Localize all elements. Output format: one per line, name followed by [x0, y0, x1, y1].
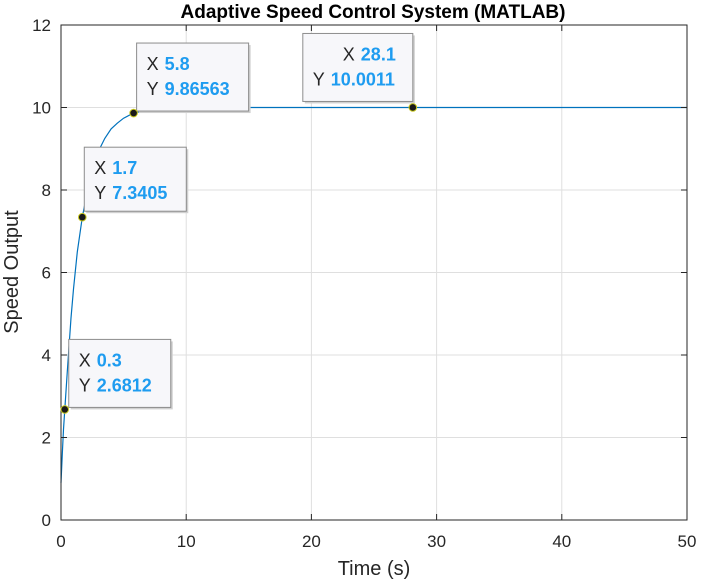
datatip-y-key: Y	[79, 375, 91, 395]
datatip-y-value: 9.86563	[165, 79, 230, 99]
x-tick-label: 50	[678, 532, 697, 551]
axis-ticks: 0 10 20 30 40 50 0 2 4 6 8 10 12	[32, 16, 696, 551]
datatip-marker[interactable]	[129, 108, 138, 118]
x-tick-label: 0	[56, 532, 65, 551]
y-tick-label: 8	[42, 181, 51, 200]
chart-title: Adaptive Speed Control System (MATLAB)	[181, 2, 566, 23]
datatip-x-value: 5.8	[165, 54, 190, 74]
datatip-y-key: Y	[313, 69, 325, 89]
x-tick-label: 10	[177, 532, 196, 551]
y-tick-label: 6	[42, 264, 51, 283]
datatip-y-key: Y	[147, 79, 159, 99]
datatip-box	[136, 42, 250, 112]
datatip-x-key: X	[147, 54, 159, 74]
y-tick-label: 12	[32, 16, 51, 35]
y-tick-label: 2	[42, 429, 51, 448]
datatip[interactable]: X 5.8 Y 9.86563	[129, 42, 251, 118]
y-axis-label: Speed Output	[1, 210, 23, 334]
datatip-x-value: 1.7	[112, 158, 137, 178]
datatip-marker[interactable]	[60, 405, 70, 414]
datatip-box	[302, 32, 414, 102]
datatip-box	[83, 146, 187, 212]
x-tick-label: 30	[427, 532, 446, 551]
datatip-y-value: 7.3405	[112, 183, 167, 203]
datatip-x-value: 0.3	[97, 350, 122, 370]
datatip-y-value: 2.6812	[97, 375, 152, 395]
datatip-x-key: X	[343, 44, 355, 64]
datatip-x-key: X	[79, 350, 91, 370]
datatip[interactable]: X 1.7 Y 7.3405	[77, 146, 189, 222]
x-tick-label: 40	[552, 532, 571, 551]
datatip-x-value: 28.1	[361, 44, 396, 64]
datatips-layer: X 0.3 Y 2.6812 X 1.7 Y 7.3405 X 5.8 Y 9.86563 X 28.1 Y…	[60, 32, 418, 414]
datatip[interactable]: X 0.3 Y 2.6812	[60, 338, 173, 414]
datatip-marker[interactable]	[77, 212, 87, 222]
datatip[interactable]: X 28.1 Y 10.0011	[302, 32, 418, 112]
datatip-y-value: 10.0011	[331, 69, 395, 89]
y-tick-label: 4	[42, 346, 51, 365]
x-tick-label: 20	[302, 532, 321, 551]
datatip-y-key: Y	[94, 183, 106, 203]
datatip-marker[interactable]	[408, 103, 418, 112]
y-tick-label: 0	[42, 511, 51, 530]
datatip-x-key: X	[94, 158, 106, 178]
datatip-box	[68, 338, 172, 408]
y-tick-label: 10	[32, 99, 51, 118]
x-axis-label: Time (s)	[338, 558, 411, 580]
